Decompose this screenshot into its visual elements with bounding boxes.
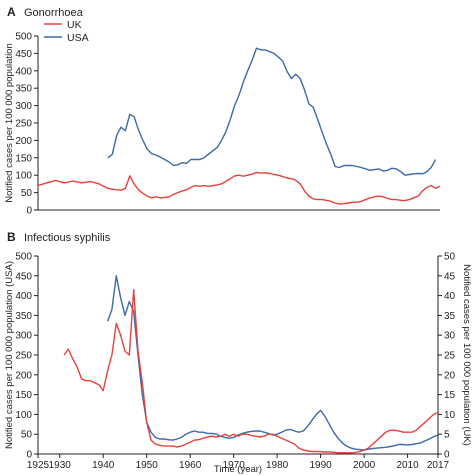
panel-a-y-tick-label: 250 (15, 119, 32, 130)
panel-a-y-tick-label: 300 (15, 101, 32, 112)
panel-a-y-tick-label: 200 (15, 136, 32, 147)
panel-a-title: Gonorrhoea (24, 7, 84, 19)
panel-a-series-line-uk (37, 171, 441, 205)
panel-a-y-tick-label: 0 (26, 206, 32, 217)
panel-b-letter: B (7, 230, 16, 244)
panel-b-series-line-usa (106, 275, 439, 451)
panel-a-series-line-usa (107, 47, 437, 176)
panel-b-left-y-tick-label: 150 (15, 390, 32, 401)
panel-b-right-y-tick-label: 35 (444, 311, 456, 322)
panel-b-left-y-tick-label: 0 (26, 450, 32, 461)
panel-b-left-y-tick-label: 50 (21, 430, 33, 441)
panel-b-right-y-tick-label: 0 (444, 450, 450, 461)
panel-b-x-tick-label: 1960 (179, 460, 202, 471)
panel-b-right-y-tick-label: 30 (444, 331, 456, 342)
panel-a-y-tick-label: 100 (15, 171, 32, 182)
panel-b-series (63, 275, 439, 454)
panel-b-left-y-axis-label: Notified cases per 100 000 population (U… (4, 261, 15, 449)
panel-b-x-axis-label: Time (year) (214, 464, 262, 475)
panel-a-gonorrhoea: A Gonorrhoea 0 50 100 150 200 250 300 350 400 450… (4, 5, 441, 217)
panel-b-title: Infectious syphilis (24, 232, 111, 244)
panel-b-right-y-tick-label: 20 (444, 370, 456, 381)
panel-b-right-y-tick-label: 25 (444, 351, 456, 362)
panel-b-x-tick-label: 1980 (266, 460, 289, 471)
panel-b-left-y-tick-label: 100 (15, 410, 32, 421)
panel-b-right-y-axis-label: Notified cases per 100 000 population (U… (461, 264, 472, 446)
panel-b-left-y-tick-label: 300 (15, 331, 32, 342)
panel-b-left-y-tick-label: 450 (15, 271, 32, 282)
panel-b-left-y-tick-label: 350 (15, 311, 32, 322)
panel-b-left-y-tick-label: 250 (15, 351, 32, 362)
panel-b-x-tick-label: 1990 (309, 460, 332, 471)
panel-a-y-ticks: 0 50 100 150 200 250 300 350 400 450 500 (15, 32, 38, 217)
panel-b-x-ticks: 1925 1930 1940 1950 1960 1970 1980 1990 2000 2010… (27, 454, 450, 471)
panel-b-left-y-tick-label: 400 (15, 291, 32, 302)
panel-a-y-tick-label: 150 (15, 153, 32, 164)
panel-b-left-y-tick-label: 200 (15, 370, 32, 381)
panel-b-x-tick-label: 1950 (136, 460, 159, 471)
panel-b-right-y-tick-label: 50 (444, 252, 456, 263)
panel-b-right-y-ticks: 0 5 10 15 20 25 30 35 40 45 50 (438, 252, 456, 461)
panel-a-y-tick-label: 500 (15, 32, 32, 43)
panel-b-right-y-tick-label: 40 (444, 291, 456, 302)
panel-b-right-y-tick-label: 15 (444, 390, 456, 401)
panel-a-letter: A (7, 5, 16, 19)
panel-b-x-tick-label: 1925 (27, 460, 50, 471)
panel-b-x-tick-label: 1970 (223, 460, 246, 471)
panel-a-legend: UK USA (44, 19, 89, 44)
panel-b-x-tick-label: 2010 (396, 460, 419, 471)
panel-a-y-tick-label: 350 (15, 84, 32, 95)
panel-a-y-tick-label: 450 (15, 49, 32, 60)
panel-a-y-axis-label: Notified cases per 100 000 population (4, 43, 15, 203)
panel-b-left-y-tick-label: 500 (15, 252, 32, 263)
panel-b-x-tick-label: 1930 (49, 460, 72, 471)
panel-a-series (37, 47, 441, 205)
panel-b-right-y-tick-label: 5 (444, 430, 450, 441)
panel-b-right-y-tick-label: 45 (444, 271, 456, 282)
panel-b-series-line-uk (63, 289, 439, 454)
panel-b-x-tick-label: 1940 (92, 460, 115, 471)
panel-a-y-tick-label: 400 (15, 66, 32, 77)
panel-b-left-y-ticks: 0 50 100 150 200 250 300 350 400 450 500 (15, 252, 38, 461)
legend-uk-label: UK (67, 19, 82, 31)
panel-b-right-y-tick-label: 10 (444, 410, 456, 421)
panel-b-infectious-syphilis: B Infectious syphilis 050100150200250300… (4, 230, 472, 475)
panel-a-y-tick-label: 50 (21, 188, 33, 199)
panel-b-x-tick-label: 2000 (353, 460, 376, 471)
legend-usa-label: USA (67, 32, 89, 44)
panel-b-x-tick-label: 2017 (427, 460, 450, 471)
